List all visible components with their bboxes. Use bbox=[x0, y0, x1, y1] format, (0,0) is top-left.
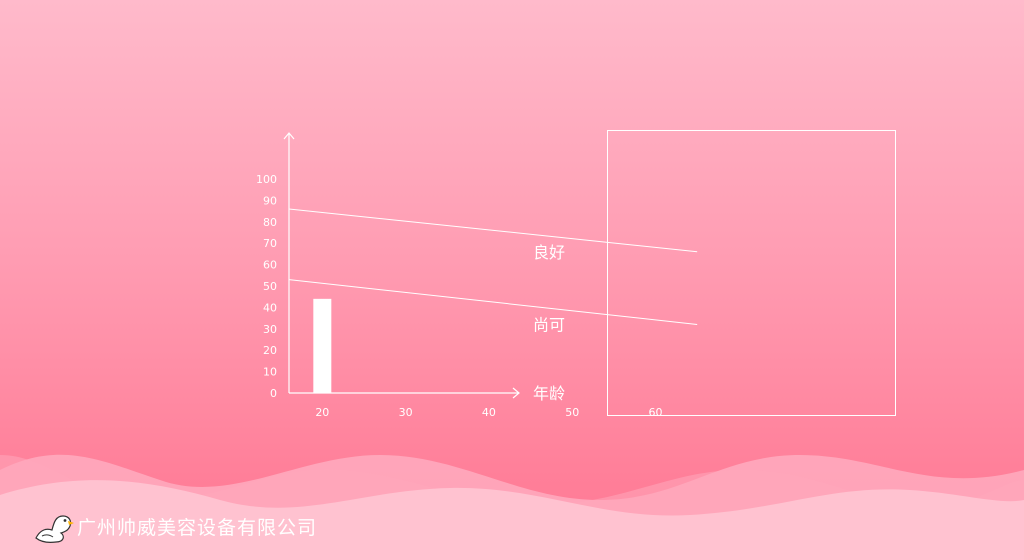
reference-line-label: 尚可 bbox=[533, 316, 565, 335]
y-tick-label: 30 bbox=[263, 323, 277, 336]
y-tick-label: 40 bbox=[263, 301, 277, 314]
x-tick-label: 40 bbox=[482, 406, 496, 419]
y-tick-label: 80 bbox=[263, 216, 277, 229]
y-tick-label: 70 bbox=[263, 237, 277, 250]
bar bbox=[313, 298, 332, 393]
x-axis-arrow bbox=[512, 387, 520, 399]
empty-panel bbox=[607, 130, 896, 416]
y-axis-arrow bbox=[283, 132, 295, 140]
reference-line bbox=[288, 208, 698, 253]
y-tick-label: 50 bbox=[263, 280, 277, 293]
y-tick-label: 10 bbox=[263, 366, 277, 379]
duck-logo-icon bbox=[35, 515, 74, 543]
x-tick-label: 30 bbox=[399, 406, 413, 419]
reference-line-label: 良好 bbox=[533, 243, 565, 262]
company-name: 广州帅威美容设备有限公司 bbox=[77, 516, 318, 539]
y-tick-label: 100 bbox=[256, 173, 277, 186]
x-tick-label: 50 bbox=[565, 406, 579, 419]
x-tick-label: 20 bbox=[315, 406, 329, 419]
y-tick-label: 0 bbox=[270, 387, 277, 400]
reference-line bbox=[288, 279, 698, 326]
footer: 广州帅威美容设备有限公司 bbox=[34, 506, 317, 546]
y-tick-label: 20 bbox=[263, 344, 277, 357]
y-tick-label: 60 bbox=[263, 259, 277, 272]
y-tick-label: 90 bbox=[263, 194, 277, 207]
x-axis-label: 年龄 bbox=[533, 384, 565, 403]
